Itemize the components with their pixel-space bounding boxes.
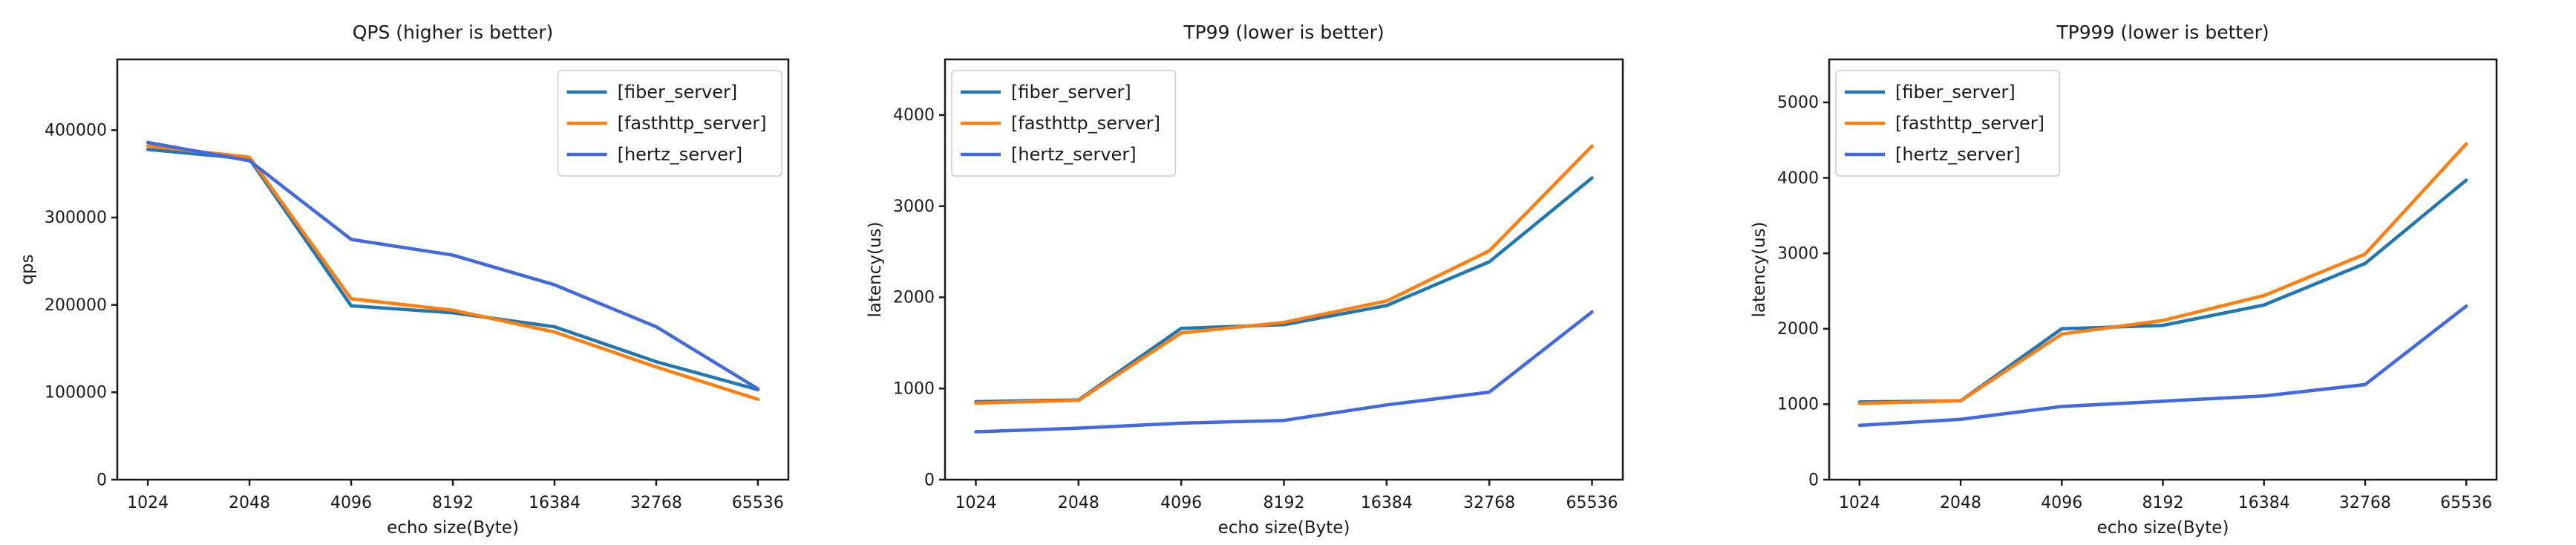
y-tick-label: 100000 (45, 384, 107, 402)
y-tick-label: 4000 (893, 106, 935, 125)
y-tick-label: 300000 (45, 209, 107, 227)
legend-box (1835, 70, 2061, 177)
y-tick-label: 2000 (893, 289, 935, 307)
legend-label-fasthttp-server: [fasthttp_server] (1895, 113, 2044, 134)
legend: [fiber_server] [fasthttp_server] [hertz_se… (1835, 70, 2061, 177)
legend-label-fiber-server: [fiber_server] (618, 82, 738, 102)
x-tick-label: 65536 (732, 494, 784, 512)
legend-label-fasthttp-server: [fasthttp_server] (618, 113, 767, 134)
x-axis-label: echo size(Byte) (1218, 518, 1350, 538)
legend-label-hertz-server: [hertz_server] (1895, 144, 2021, 165)
series-line-hertz-server (1857, 304, 2468, 428)
series-line-hertz-server (974, 310, 1594, 434)
x-tick-label: 1024 (127, 494, 169, 512)
x-tick-label: 32768 (1463, 494, 1515, 512)
y-tick-label: 1000 (1777, 396, 1819, 414)
x-tick-label: 1024 (955, 494, 997, 512)
y-tick-label: 4000 (1777, 169, 1819, 188)
y-tick-label: 400000 (45, 122, 107, 140)
x-axis-label: echo size(Byte) (2097, 518, 2229, 538)
legend-label-hertz-server: [hertz_server] (1011, 144, 1137, 165)
y-tick-label: 0 (924, 471, 935, 489)
x-tick-label: 4096 (1160, 494, 1202, 512)
y-axis-label: qps (18, 254, 37, 284)
x-tick-label: 32768 (2339, 494, 2391, 512)
y-tick-label: 200000 (45, 296, 107, 315)
y-axis-label: latency(us) (1750, 222, 1769, 318)
y-tick-label: 1000 (893, 379, 935, 398)
legend-box (557, 70, 782, 177)
x-tick-label: 4096 (2041, 494, 2082, 512)
series-line-fasthttp-server (146, 144, 760, 401)
chart-tp99-lower-is-better: 0 1000 2000 3000 4000 1024 2048 4096 8192 16384 32… (866, 22, 1624, 538)
y-tick-label: 2000 (1777, 320, 1819, 339)
x-tick-label: 4096 (330, 494, 372, 512)
y-tick-label: 0 (1808, 471, 1819, 489)
x-tick-label: 2048 (1058, 494, 1099, 512)
legend-label-fiber-server: [fiber_server] (1011, 82, 1131, 102)
x-tick-label: 2048 (1940, 494, 1981, 512)
x-tick-label: 65536 (2440, 494, 2492, 512)
chart-title: TP999 (lower is better) (2056, 22, 2269, 43)
y-tick-label: 5000 (1777, 94, 1819, 112)
x-axis-label: echo size(Byte) (387, 518, 519, 538)
y-axis-label: latency(us) (866, 222, 885, 318)
legend-box (951, 70, 1177, 177)
x-tick-label: 8192 (2142, 494, 2184, 512)
x-tick-label: 32768 (630, 494, 682, 512)
x-tick-label: 16384 (529, 494, 581, 512)
series-line-fasthttp-server (1857, 142, 2468, 405)
x-tick-label: 2048 (229, 494, 270, 512)
series-line-fasthttp-server (974, 144, 1594, 405)
series-line-hertz-server (146, 140, 760, 391)
x-tick-label: 65536 (1566, 494, 1618, 512)
legend-label-fasthttp-server: [fasthttp_server] (1011, 113, 1160, 134)
x-tick-label: 8192 (1264, 494, 1305, 512)
x-tick-label: 8192 (432, 494, 474, 512)
chart-title: QPS (higher is better) (353, 22, 554, 43)
x-tick-label: 16384 (2238, 494, 2290, 512)
x-tick-label: 1024 (1839, 494, 1880, 512)
y-tick-label: 3000 (893, 198, 935, 216)
y-tick-label: 3000 (1777, 244, 1819, 263)
legend-label-hertz-server: [hertz_server] (618, 144, 743, 165)
legend: [fiber_server] [fasthttp_server] [hertz_se… (557, 70, 782, 177)
chart-title: TP99 (lower is better) (1183, 22, 1384, 43)
chart-qps-higher-is-better: 0 100000 200000 300000 400000 1024 2048 4096 819… (18, 22, 790, 538)
x-tick-label: 16384 (1361, 494, 1413, 512)
chart-tp999-lower-is-better: 0 1000 2000 3000 4000 5000 1024 2048 4096 8192 163… (1750, 22, 2498, 538)
legend-label-fiber-server: [fiber_server] (1895, 82, 2016, 102)
y-tick-label: 0 (97, 471, 107, 489)
legend: [fiber_server] [fasthttp_server] [hertz_se… (951, 70, 1177, 177)
